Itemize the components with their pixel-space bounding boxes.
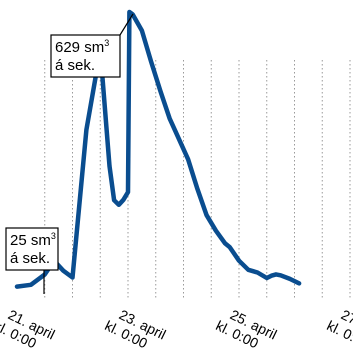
series-layer <box>14 9 302 289</box>
gridlines <box>44 60 351 300</box>
annotation-max-box <box>50 34 121 78</box>
annotation-min-box <box>5 227 59 271</box>
series-line-0 <box>14 9 302 289</box>
annotation-max-leader <box>119 13 134 36</box>
annotation-max-value: 629 sm3 <box>55 38 109 56</box>
annotation-max-unit-sup: 3 <box>104 38 109 48</box>
annotation-max-rate: á sek. <box>55 57 95 74</box>
annotation-min-rate: á sek. <box>10 250 50 267</box>
annotation-min-unit-sup: 3 <box>51 231 56 241</box>
annotation-min-value: 25 sm3 <box>10 231 56 249</box>
